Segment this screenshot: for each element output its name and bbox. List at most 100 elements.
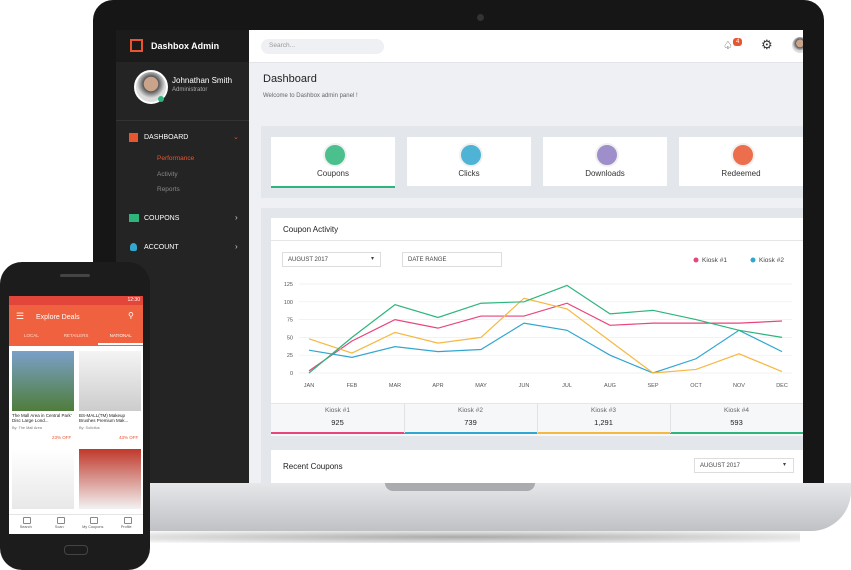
y-tick-label: 125 [284, 282, 293, 288]
recent-card [271, 450, 803, 483]
legend-label: Kiosk #1 [702, 257, 727, 264]
line-chart: 0 25 50 75 100 125 JAN FEB MAR APR MAY JUN JUL AUG SEP… [284, 257, 792, 389]
caret: ▾ [783, 462, 787, 468]
nav-icon [56, 517, 65, 524]
tab-label: Coupons [316, 169, 350, 178]
x-tick-label: FEB [347, 383, 358, 389]
nav-icon [23, 517, 31, 524]
y-tick-label: 0 [290, 371, 293, 377]
y-tick-label: 25 [287, 353, 293, 359]
settings-icon[interactable]: ⚙ [761, 37, 773, 52]
search-placeholder: Search... [269, 42, 296, 49]
x-tick-label: DEC [776, 383, 788, 389]
camera [477, 14, 484, 21]
screen: Dashbox Admin Johnathan Smith Administra… [116, 30, 803, 483]
user-name: Johnathan Smith [172, 76, 233, 85]
phone-tab[interactable]: RETAILERS [63, 333, 89, 338]
nav-label[interactable]: Scan [54, 525, 64, 529]
data-line [308, 322, 783, 374]
product-image [12, 351, 74, 411]
total-underline [670, 432, 803, 434]
x-tick-label: NOV [733, 383, 745, 389]
menu-caret: ⌄ [233, 134, 239, 141]
search-box[interactable] [261, 39, 384, 54]
tab-label: Downloads [585, 169, 625, 178]
brand: Dashbox Admin [151, 41, 220, 51]
legend-label: Kiosk #2 [759, 257, 784, 264]
recent-select[interactable] [694, 458, 794, 473]
menu-icon [129, 214, 139, 222]
product-by: By: The Mall Area [12, 426, 42, 430]
product-by: By: Solicitus [79, 426, 100, 430]
x-tick-label: JUL [562, 383, 572, 389]
x-tick-label: AUG [604, 383, 616, 389]
x-tick-label: MAR [389, 383, 401, 389]
page-title: Dashboard [263, 73, 317, 85]
data-line [308, 302, 783, 372]
recent-select-label: AUGUST 2017 [700, 463, 740, 469]
total-value: 1,291 [594, 418, 613, 427]
tab-indicator [98, 343, 143, 345]
notification-badge: 4 [733, 38, 743, 46]
product-image [79, 351, 141, 411]
total-underline [537, 432, 670, 434]
product-title: BS-MALL(TM) Makeup Brushes Premium Mak..… [79, 413, 129, 423]
menu-item[interactable]: COUPONS [144, 215, 180, 222]
online-dot [158, 96, 164, 102]
product-image [12, 449, 74, 509]
total-underline [271, 432, 404, 434]
search-icon[interactable]: ⚲ [128, 311, 134, 320]
total-divider [404, 403, 405, 433]
menu-caret: › [235, 213, 238, 222]
menu-icon[interactable]: ☰ [16, 311, 25, 321]
x-tick-label: MAY [475, 383, 487, 389]
x-tick-label: OCT [690, 383, 702, 389]
submenu-item[interactable]: Activity [157, 171, 178, 178]
sidebar: Dashbox Admin Johnathan Smith Administra… [116, 30, 249, 483]
tab-label: Clicks [458, 169, 480, 178]
nav-label[interactable]: Profile [120, 525, 132, 529]
tab-icon [459, 143, 483, 167]
menu-icon [129, 133, 138, 142]
header-avatar[interactable] [792, 37, 803, 53]
tab-icon [595, 143, 619, 167]
total-value: 739 [464, 418, 477, 427]
product-discount: 43% OFF [119, 435, 139, 440]
submenu-item[interactable]: Performance [157, 155, 195, 162]
page-subtitle: Welcome to Dashbox admin panel ! [263, 93, 358, 99]
product-image [79, 449, 141, 509]
total-label: Kiosk #4 [724, 407, 749, 414]
total-divider [670, 403, 671, 433]
laptop-shadow [120, 531, 800, 543]
nav-label[interactable]: My Coupons [82, 525, 104, 529]
total-value: 925 [331, 418, 344, 427]
x-tick-label: APR [432, 383, 443, 389]
product-discount: 23% OFF [52, 435, 72, 440]
phone-tab[interactable]: NATIONAL [109, 333, 132, 338]
month-select[interactable] [282, 252, 381, 267]
data-line [308, 284, 783, 374]
x-tick-label: SEP [647, 383, 658, 389]
total-underline [404, 432, 537, 434]
status-time: 12:30 [127, 297, 140, 303]
date-range[interactable] [402, 252, 502, 267]
app-bar [9, 305, 143, 346]
menu-item[interactable]: DASHBOARD [144, 134, 189, 141]
menu-item[interactable]: ACCOUNT [144, 244, 179, 251]
menu-caret: › [235, 242, 238, 251]
y-tick-label: 50 [287, 335, 293, 341]
x-tick-label: JUN [519, 383, 530, 389]
y-tick-label: 75 [287, 318, 293, 324]
submenu-item[interactable]: Reports [157, 186, 180, 193]
month-select-label: AUGUST 2017 [288, 257, 328, 263]
user-role: Administrator [172, 87, 208, 93]
bell-icon[interactable]: ♤ [723, 40, 733, 52]
x-tick-label: JAN [304, 383, 314, 389]
bottom-nav [9, 514, 143, 534]
chart-title: Coupon Activity [283, 225, 339, 234]
brand-logo [130, 39, 143, 52]
nav-label[interactable]: Search [19, 525, 32, 529]
phone-tab[interactable]: LOCAL [23, 333, 39, 338]
phone-screen: 12:30 ☰ Explore Deals ⚲ LOCAL RETAILERS NA… [9, 296, 143, 534]
home-button [64, 545, 88, 555]
